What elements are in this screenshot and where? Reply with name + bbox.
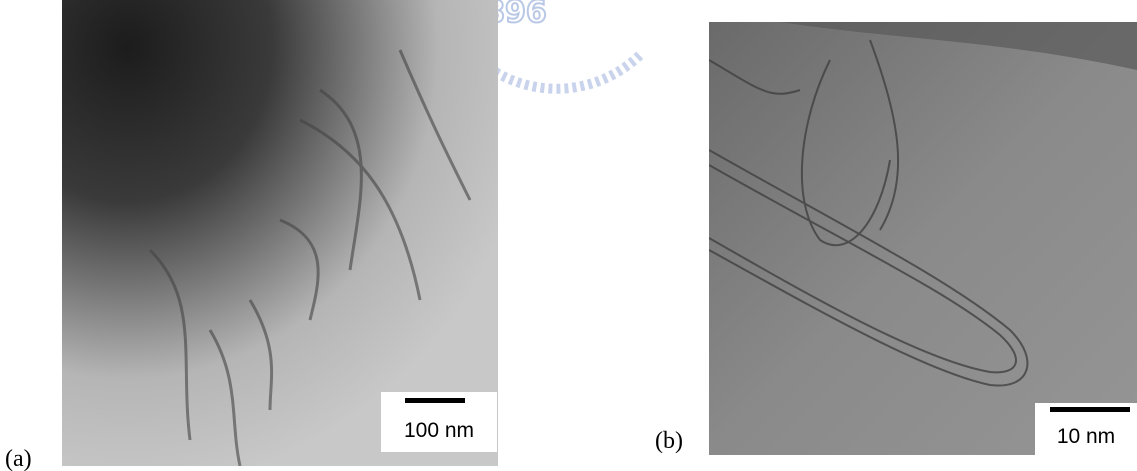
figure: 1896 100 nm 10 nm (a) (b) — [0, 0, 1137, 471]
scale-text: 10 nm — [1057, 425, 1115, 448]
scale-bar — [405, 398, 465, 403]
panel-label: (a) — [5, 446, 32, 471]
page: {"figure": {"watermark": "1896", "panels… — [0, 0, 1137, 471]
panel-label: (b) — [655, 428, 683, 454]
scale-text: 100 nm — [404, 419, 474, 442]
tem-image-b — [709, 22, 1137, 455]
scale-bar — [1050, 407, 1130, 412]
